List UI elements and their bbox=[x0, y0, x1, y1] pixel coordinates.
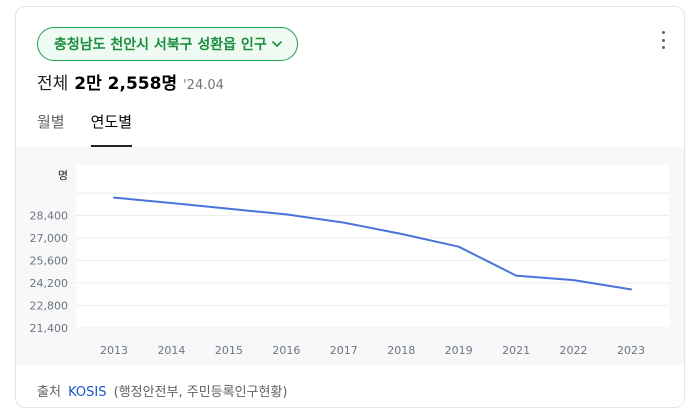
total-label: 전체 bbox=[37, 74, 69, 94]
x-tick-label: 2017 bbox=[330, 344, 358, 357]
x-tick-label: 2021 bbox=[502, 344, 530, 357]
x-tick-label: 2016 bbox=[272, 344, 300, 357]
plot-background bbox=[76, 165, 669, 328]
x-tick-label: 2015 bbox=[215, 344, 243, 357]
population-line-chart: 21,400 22,800 24,200 25,600 27,000 28,400 명 201… bbox=[30, 165, 669, 357]
y-tick-label: 24,200 bbox=[30, 277, 69, 290]
series-line bbox=[113, 196, 632, 291]
y-tick-label: 28,400 bbox=[30, 210, 69, 223]
total-value: 2만 2,558명 bbox=[74, 74, 178, 94]
y-tick-label: 21,400 bbox=[30, 322, 69, 335]
x-tick-label: 2018 bbox=[387, 344, 415, 357]
y-tick-label: 25,600 bbox=[30, 255, 69, 268]
source-detail: (행정안전부, 주민등록인구현황) bbox=[113, 385, 288, 400]
source-link[interactable]: KOSIS bbox=[68, 385, 107, 400]
total-population: 전체 2만 2,558명 '24.04 bbox=[37, 69, 224, 94]
y-tick-label: 27,000 bbox=[30, 232, 69, 245]
x-tick-label: 2013 bbox=[100, 344, 128, 357]
chevron-down-icon bbox=[271, 41, 282, 47]
x-tick-label: 2014 bbox=[157, 344, 185, 357]
region-label: 충청남도 천안시 서북구 성환읍 인구 bbox=[54, 37, 267, 53]
tab-yearly[interactable]: 연도별 bbox=[90, 111, 133, 147]
x-tick-label: 2022 bbox=[560, 344, 588, 357]
y-tick-label: 22,800 bbox=[30, 300, 69, 313]
population-card: 충청남도 천안시 서북구 성환읍 인구 전체 2만 2,558명 '24.04 … bbox=[15, 6, 685, 408]
source-label: 출처 bbox=[37, 385, 61, 400]
period-tabs: 월별 연도별 bbox=[37, 111, 133, 147]
x-tick-label: 2019 bbox=[445, 344, 473, 357]
total-date: '24.04 bbox=[183, 78, 224, 93]
chart-area: 21,400 22,800 24,200 25,600 27,000 28,400 명 201… bbox=[16, 147, 684, 365]
tab-monthly[interactable]: 월별 bbox=[37, 113, 65, 131]
source-footer: 출처 KOSIS (행정안전부, 주민등록인구현황) bbox=[37, 381, 287, 400]
region-selector-chip[interactable]: 충청남도 천안시 서북구 성환읍 인구 bbox=[37, 27, 298, 61]
more-options-icon[interactable] bbox=[658, 31, 668, 49]
y-unit-label: 명 bbox=[58, 169, 68, 182]
x-tick-label: 2023 bbox=[617, 344, 645, 357]
